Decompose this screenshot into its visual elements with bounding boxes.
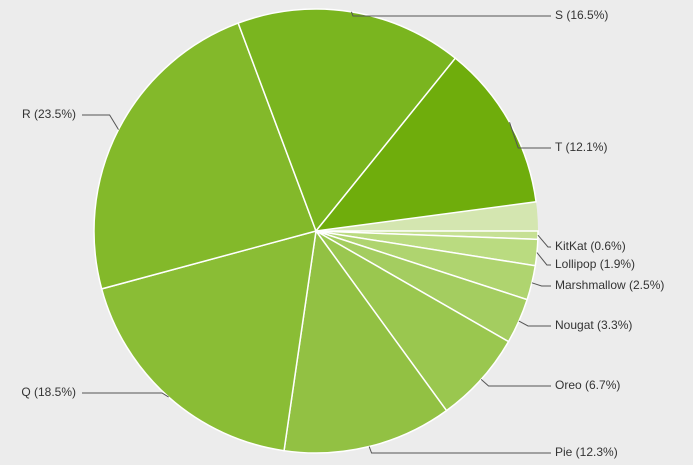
slice-label: S (16.5%) [555, 8, 608, 22]
slice-label: Q (18.5%) [21, 385, 76, 399]
slice-label: T (12.1%) [555, 140, 607, 154]
leader-line [518, 320, 551, 327]
pie-slice [100, 229, 317, 452]
slice-label: R (23.5%) [22, 107, 76, 121]
leader-line [531, 282, 551, 287]
pie-slice [93, 22, 317, 290]
leader-line [82, 114, 119, 130]
slice-label: Lollipop (1.9%) [555, 257, 635, 271]
slice-label: Pie (12.3%) [555, 445, 618, 459]
slice-label: Nougat (3.3%) [555, 318, 632, 332]
leader-line [82, 392, 169, 398]
leader-line [537, 234, 551, 248]
leader-line [368, 446, 551, 454]
leader-line [350, 11, 551, 17]
slice-label: KitKat (0.6%) [555, 239, 626, 253]
leader-line [536, 252, 551, 266]
leader-line [480, 379, 551, 387]
leader-line [509, 122, 551, 149]
slice-label: Oreo (6.7%) [555, 378, 620, 392]
slice-label: Marshmallow (2.5%) [555, 278, 664, 292]
